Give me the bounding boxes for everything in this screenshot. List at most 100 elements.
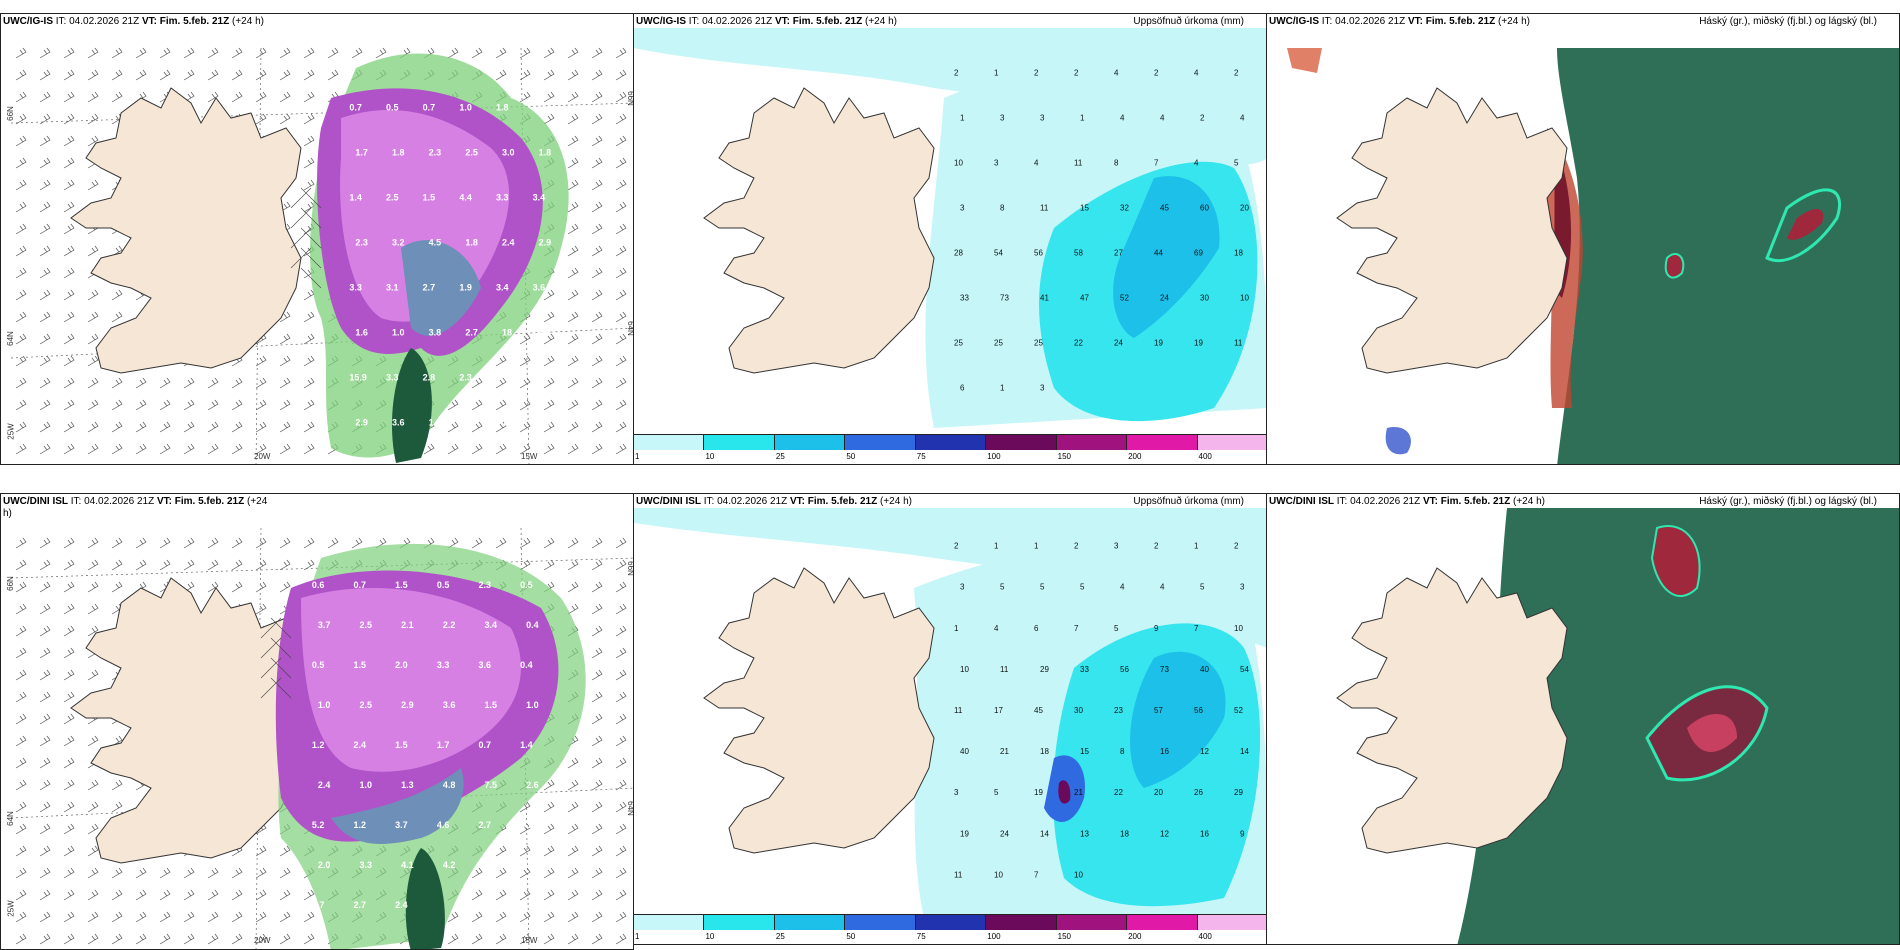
wind-barb <box>63 537 75 549</box>
wind-barb <box>111 559 123 571</box>
colorbar-label: 200 <box>1128 932 1142 941</box>
value-label: 19 <box>1154 339 1163 348</box>
value-label: 2.0 <box>395 660 408 670</box>
value-label: 1.4 <box>349 193 362 203</box>
value-label: 2.7 <box>354 900 367 910</box>
value-label: 1.3 <box>401 780 414 790</box>
wind-barb <box>591 333 603 345</box>
colorbar-swatch: 50 <box>845 915 916 941</box>
value-label: 2.5 <box>360 620 373 630</box>
colorbar-swatch: 150 <box>1056 915 1128 941</box>
iceland-outline <box>1336 567 1568 854</box>
value-label: 21 <box>1074 788 1083 797</box>
wind-barb <box>279 537 291 549</box>
wind-barb <box>111 399 123 411</box>
value-label: 8 <box>1000 204 1005 213</box>
value-label: 10 <box>994 870 1003 879</box>
wind-barb <box>471 933 483 945</box>
wind-barb <box>543 69 555 81</box>
snow-labels: 0.7 0.5 0.7 1.0 1.8 1.3 1.7 1.8 2.3 2.5 3.0 1.8 1.4 2… <box>349 103 551 428</box>
wind-barb <box>567 69 579 81</box>
value-label: 12 <box>1160 829 1169 838</box>
wind-barb <box>591 179 603 191</box>
value-label: 6 <box>1034 624 1039 633</box>
wind-barb <box>63 801 75 813</box>
wind-barb <box>591 647 603 659</box>
wind-barb <box>567 823 579 835</box>
wind-barb <box>471 867 483 879</box>
wind-barb <box>15 823 27 835</box>
wind-barb <box>591 267 603 279</box>
wind-barb <box>39 845 51 857</box>
wind-barb <box>63 289 75 301</box>
value-label: 3.0 <box>502 148 515 158</box>
value-label: 0.4 <box>526 620 539 630</box>
panel-title: UWC/IG-IS IT: 04.02.2026 21Z VT: Fim. 5.… <box>636 16 897 27</box>
value-label: 5 <box>1000 583 1005 592</box>
value-label: 22 <box>1114 788 1123 797</box>
wind-barb <box>303 537 315 549</box>
wind-barb <box>231 69 243 81</box>
value-label: 69 <box>1194 249 1203 258</box>
wind-barb <box>519 537 531 549</box>
wind-barb <box>519 933 531 945</box>
colorbar-label: 25 <box>775 932 785 941</box>
value-label: 24 <box>1000 829 1009 838</box>
wind-barb <box>135 537 147 549</box>
wind-barb <box>615 735 627 747</box>
value-label: 2.7 <box>465 328 478 338</box>
wind-barb <box>15 669 27 681</box>
wind-barb <box>447 537 459 549</box>
wind-barb <box>15 911 27 923</box>
wind-barb <box>63 91 75 103</box>
value-label: 3.7 <box>395 820 408 830</box>
precip-labels: 2 1 2 2 4 2 4 21 3 3 1 4 4 2 410 3 4 11 8 7 4 53 8 11 15 32 45 60 20… <box>954 69 1249 393</box>
wind-barb <box>519 47 531 59</box>
wind-barb <box>63 779 75 791</box>
wind-barb <box>63 669 75 681</box>
value-label: 4 <box>1120 114 1125 123</box>
value-label: 2 <box>1234 542 1239 551</box>
wind-barb <box>159 537 171 549</box>
value-label: 0.5 <box>386 103 399 113</box>
value-label: 4.8 <box>443 780 456 790</box>
wind-barb <box>303 911 315 923</box>
wind-barb <box>63 311 75 323</box>
colorbar-swatch: 10 <box>704 915 775 941</box>
wind-barb <box>39 757 51 769</box>
wind-barb <box>591 69 603 81</box>
wind-barb <box>63 603 75 615</box>
wind-barb <box>39 289 51 301</box>
wind-barb <box>279 355 291 367</box>
value-label: 2.6 <box>526 780 539 790</box>
wind-barb <box>615 911 627 923</box>
value-label: 4 <box>1240 114 1245 123</box>
colorbar-swatch: 400 <box>1197 915 1266 941</box>
value-label: 4 <box>1194 159 1199 168</box>
wind-barb <box>111 443 123 455</box>
wind-barb <box>87 537 99 549</box>
wind-barb <box>15 559 27 571</box>
wind-barb <box>279 559 291 571</box>
wind-barb <box>591 443 603 455</box>
wind-barb <box>567 867 579 879</box>
panel-title: UWC/DINI ISL IT: 04.02.2026 21Z VT: Fim.… <box>1269 496 1545 507</box>
wind-barb <box>615 311 627 323</box>
value-label: 1.9 <box>459 283 472 293</box>
wind-barb <box>567 157 579 169</box>
wind-barb <box>543 399 555 411</box>
value-label: 7 <box>1194 624 1199 633</box>
wind-barb <box>135 47 147 59</box>
wind-barb <box>471 377 483 389</box>
value-label: 1.0 <box>459 103 472 113</box>
value-label: 15.9 <box>349 373 367 383</box>
value-label: 1 <box>1194 542 1199 551</box>
wind-barb <box>39 245 51 257</box>
wind-barb <box>567 135 579 147</box>
value-label: 0.4 <box>520 660 533 670</box>
value-label: 2 <box>1154 69 1159 78</box>
wind-barb <box>615 889 627 901</box>
wind-barb <box>615 647 627 659</box>
value-label: 1.3 <box>533 103 546 113</box>
wind-barb <box>495 867 507 879</box>
